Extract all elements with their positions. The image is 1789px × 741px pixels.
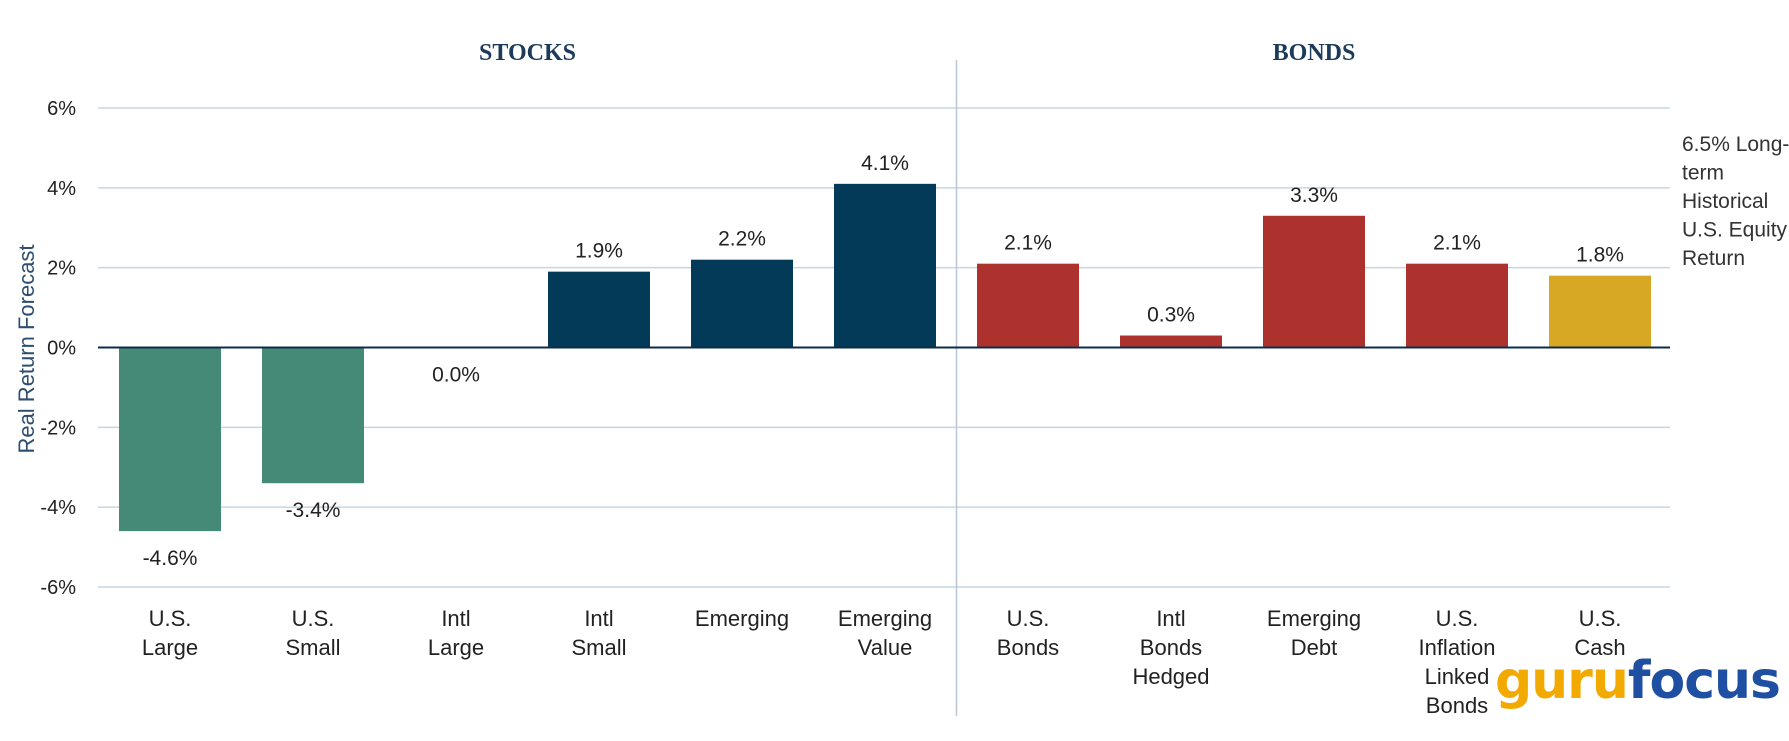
category-label: U.S. Cash <box>1574 606 1625 660</box>
data-label: 2.1% <box>1433 232 1481 255</box>
data-labels: -4.6% -3.4% 0.0% 1.9% 2.2% 4.1% 2.1% 0.3% 3.3% 2.… <box>143 152 1624 570</box>
y-tick-label: 2% <box>47 258 76 280</box>
data-label: 4.1% <box>861 152 909 175</box>
category-label: Intl Bonds Hedged <box>1132 606 1209 689</box>
bar <box>119 347 221 532</box>
bar <box>1406 263 1508 348</box>
y-tick-label: 0% <box>47 338 76 360</box>
bar <box>262 347 364 484</box>
data-label: 2.2% <box>718 228 766 251</box>
y-axis-label: Real Return Forecast <box>14 244 39 453</box>
y-axis-ticks: 6% 4% 2% 0% -2% -4% -6% <box>40 98 76 599</box>
category-label: U.S. Small <box>285 606 340 660</box>
data-label: 3.3% <box>1290 184 1338 207</box>
bar <box>691 259 793 348</box>
section-header: STOCKS <box>479 40 576 66</box>
section-header: BONDS <box>1273 40 1356 66</box>
category-labels: U.S. Large U.S. Small Intl Large Intl Small Emer… <box>142 606 1626 718</box>
data-label: 1.9% <box>575 240 623 263</box>
bar <box>1120 335 1222 348</box>
data-label: -3.4% <box>286 499 341 522</box>
category-label: U.S. Bonds <box>997 606 1059 660</box>
data-label: 2.1% <box>1004 232 1052 255</box>
logo-focus: focus <box>1628 651 1780 711</box>
gurufocus-logo: gurufocus <box>1495 651 1780 711</box>
data-label: -4.6% <box>143 547 198 570</box>
y-tick-label: -6% <box>40 577 76 599</box>
category-label: Intl Small <box>571 606 626 660</box>
category-label: Emerging Debt <box>1267 606 1361 660</box>
category-label: Emerging Value <box>838 606 932 660</box>
bar <box>834 183 936 348</box>
bar <box>548 271 650 348</box>
y-tick-label: -4% <box>40 497 76 519</box>
data-label: 1.8% <box>1576 244 1624 267</box>
category-label: U.S. Large <box>142 606 198 660</box>
section-headers: STOCKS BONDS <box>479 40 1355 66</box>
bars <box>119 183 1651 532</box>
category-label: Emerging <box>695 606 789 631</box>
y-tick-label: 6% <box>47 98 76 120</box>
category-label: Intl Large <box>428 606 484 660</box>
data-label: 0.3% <box>1147 304 1195 327</box>
category-label: U.S. Inflation Linked Bonds <box>1418 606 1495 718</box>
y-tick-label: 4% <box>47 178 76 200</box>
y-tick-label: -2% <box>40 417 76 439</box>
bar <box>1263 215 1365 348</box>
bar <box>977 263 1079 348</box>
historical-return-annotation: 6.5% Long-term Historical U.S. Equity Retur… <box>1682 133 1789 270</box>
logo-guru: guru <box>1495 651 1628 711</box>
bar <box>1549 275 1651 348</box>
data-label: 0.0% <box>432 364 480 387</box>
